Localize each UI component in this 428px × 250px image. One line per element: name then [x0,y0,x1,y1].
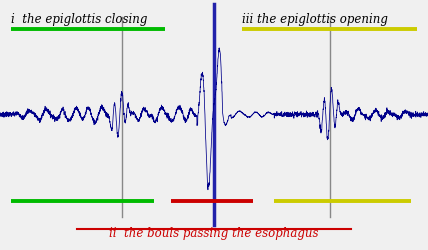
Text: ii  the bouls passing the esophagus: ii the bouls passing the esophagus [109,226,319,239]
Text: iii the epiglottis opening: iii the epiglottis opening [242,13,388,26]
Text: i  the epiglottis closing: i the epiglottis closing [11,13,147,26]
